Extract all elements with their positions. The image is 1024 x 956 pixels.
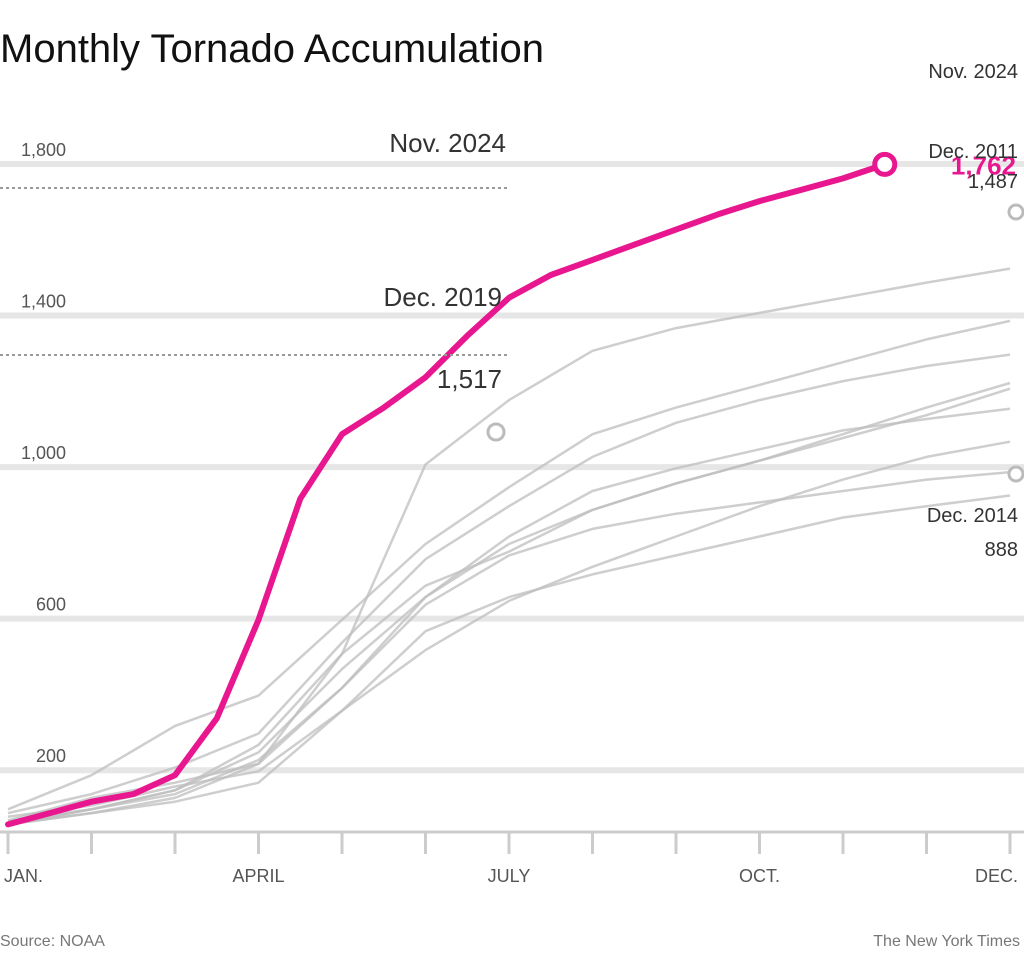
y-tick-label: 1,000 [21, 443, 66, 463]
background-series-line-8 [7, 494, 1011, 826]
x-axis: JAN. APRIL JULY OCT. DEC. [0, 830, 1024, 886]
annotation-2011-label: Dec. 2011 [928, 141, 1018, 163]
background-series-line-9 [7, 353, 1011, 815]
background-series-line-5 [7, 470, 1011, 822]
x-tick-label: OCT. [739, 866, 780, 886]
credit-note: The New York Times [873, 933, 1020, 950]
x-tick-label: DEC. [975, 866, 1018, 886]
background-series-line-7 [7, 381, 1011, 826]
background-series-line-1 [7, 267, 1011, 822]
x-tick-label: JAN. [4, 866, 43, 886]
y-tick-label: 1,800 [21, 140, 66, 160]
background-series-line-2 [7, 319, 1011, 811]
chart-title: Monthly Tornado Accumulation [0, 27, 544, 71]
annotation-2011-value: 1,487 [968, 171, 1018, 193]
annotation-2024-value: 1,762 [951, 150, 1016, 180]
annotation-2014-value: 888 [985, 539, 1018, 561]
y-tick-label: 600 [36, 595, 66, 615]
annotation-2024-label: Nov. 2024 [928, 61, 1018, 83]
highlight-series-line [5, 161, 888, 828]
annotation-2019-marker [486, 422, 506, 442]
highlight-series [5, 161, 888, 828]
annotation-2011-marker [1007, 203, 1024, 221]
x-tick-label: APRIL [232, 866, 284, 886]
y-tick-labels: 200 600 1,000 1,400 1,800 [21, 140, 66, 766]
background-series [7, 267, 1011, 826]
background-series-line-4 [7, 387, 1011, 826]
grid-layer [0, 161, 1024, 774]
x-tick-label: JULY [488, 866, 531, 886]
y-tick-label: 200 [36, 746, 66, 766]
annotation-2014-marker [1007, 465, 1024, 483]
annotations: Nov. 2024 1,762 Nov. 2024 Dec. 2019 1,517 Dec… [0, 61, 1024, 561]
annotation-2019-label: Dec. 2019 [383, 282, 502, 312]
annotation-2024-label-secondary: Nov. 2024 [389, 128, 506, 158]
y-tick-label: 1,400 [21, 292, 66, 312]
annotation-2019-value: 1,517 [437, 364, 502, 394]
source-note: Source: NOAA [0, 933, 105, 950]
annotation-2014-label: Dec. 2014 [927, 505, 1018, 527]
highlight-endpoint-marker [872, 151, 898, 177]
background-series-line-6 [7, 440, 1011, 819]
